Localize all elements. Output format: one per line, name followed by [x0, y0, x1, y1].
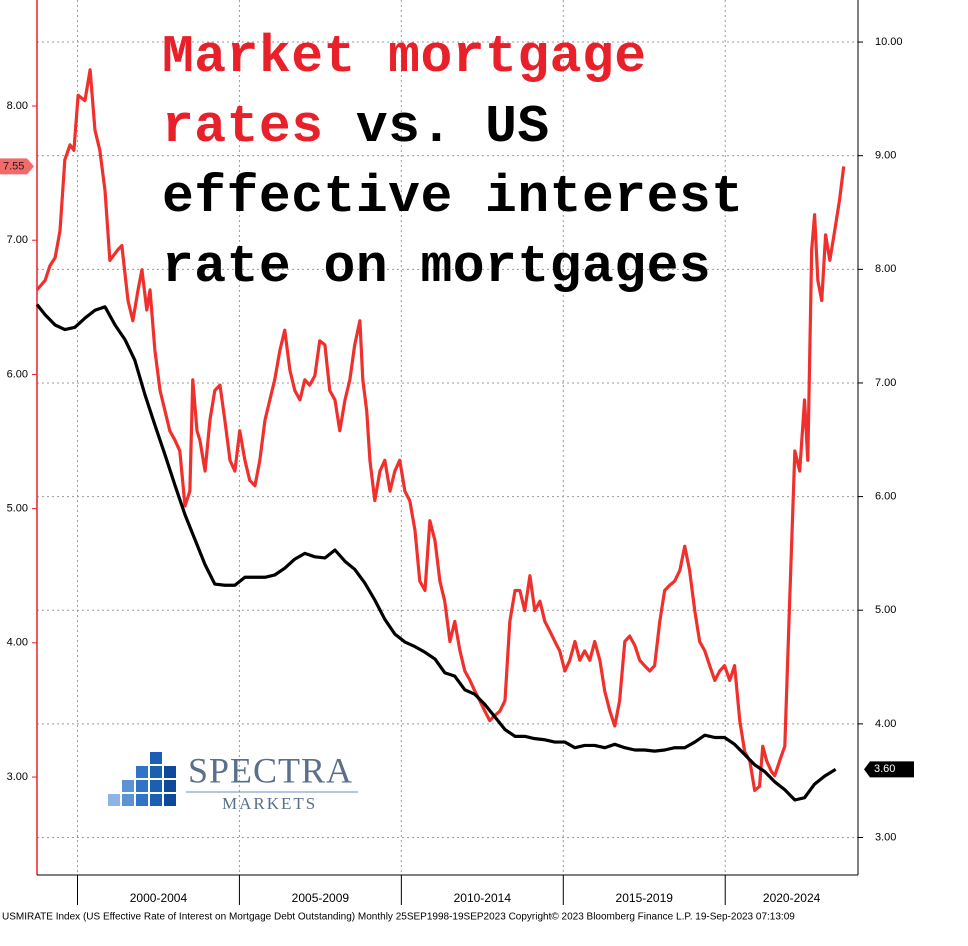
y2-tick-label: 5.00: [875, 604, 896, 616]
logo-square: [122, 780, 134, 792]
series-line: [35, 303, 837, 802]
chart-title: Market mortgage rates vs. US effective i…: [162, 22, 782, 302]
last-value-label: 3.60: [874, 763, 895, 775]
logo-square: [164, 766, 176, 778]
logo-square: [150, 752, 162, 764]
y-tick-label: 3.00: [7, 771, 28, 783]
logo-square: [108, 794, 120, 806]
y2-tick-label: 6.00: [875, 490, 896, 502]
y-tick-label: 6.00: [7, 368, 28, 380]
x-band-label: 2010-2014: [454, 891, 512, 905]
x-band-label: 2000-2004: [130, 891, 188, 905]
series-line: [35, 68, 846, 793]
last-value-label: 7.55: [3, 160, 24, 172]
logo-square: [150, 766, 162, 778]
grid: [37, 0, 858, 875]
y-tick-label: 4.00: [7, 637, 28, 649]
logo-name: SPECTRA: [188, 750, 353, 790]
y2-tick-label: 10.00: [875, 36, 903, 48]
y2-tick-label: 7.00: [875, 377, 896, 389]
y2-tick-label: 8.00: [875, 263, 896, 275]
last-value-tag: [864, 761, 914, 778]
logo-square: [150, 780, 162, 792]
y-tick-label: 8.00: [7, 100, 28, 112]
logo-square: [136, 766, 148, 778]
title-rest: vs. US effective interest rate on mortga…: [162, 97, 744, 297]
y-tick-label: 5.00: [7, 503, 28, 515]
logo: SPECTRA MARKETS: [108, 750, 358, 813]
title-highlight: Market mortgage rates: [162, 27, 647, 157]
y2-tick-label: 9.00: [875, 150, 896, 162]
logo-square: [136, 794, 148, 806]
logo-square: [122, 794, 134, 806]
last-value-tag: [0, 158, 34, 175]
y-tick-label: 7.00: [7, 234, 28, 246]
logo-square: [150, 794, 162, 806]
logo-square: [164, 794, 176, 806]
logo-square: [136, 780, 148, 792]
logo-sub: MARKETS: [222, 794, 317, 813]
y2-tick-label: 3.00: [875, 831, 896, 843]
y2-tick-label: 4.00: [875, 718, 896, 730]
x-band-label: 2015-2019: [616, 891, 674, 905]
logo-square: [164, 780, 176, 792]
footer: USMIRATE Index (US Effective Rate of Int…: [2, 912, 795, 923]
x-band-label: 2020-2024: [763, 891, 821, 905]
x-band-label: 2005-2009: [292, 891, 350, 905]
